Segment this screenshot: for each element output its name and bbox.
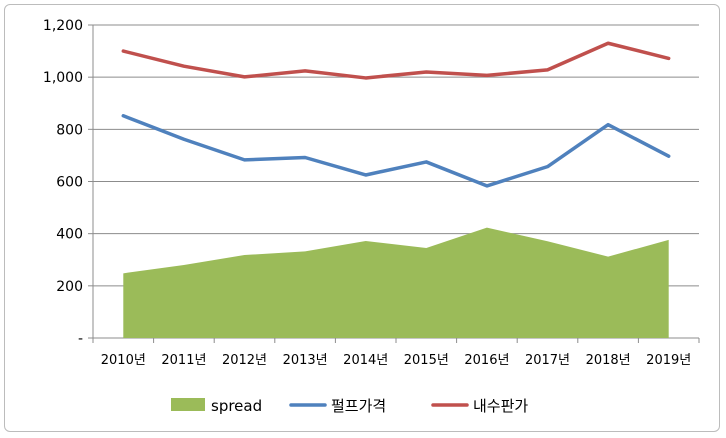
legend-label: spread: [211, 397, 262, 415]
chart-frame: -200 400 600 800 1,000 1,200 2010년 2011년 2012년 2…: [4, 4, 720, 432]
legend-swatch-spread: [171, 398, 205, 411]
x-tick-label: 2013년: [283, 353, 328, 368]
y-tick-label: 600: [56, 175, 83, 191]
y-tick-label: 1,200: [43, 18, 83, 34]
x-tick-label: 2015년: [404, 353, 449, 368]
x-tick-label: 2019년: [646, 353, 691, 368]
plot-series: [121, 41, 671, 338]
line-series: [121, 41, 671, 80]
legend-label: 펄프가격: [331, 397, 386, 415]
y-tick-label: 1,000: [43, 70, 83, 86]
y-tick-label: 800: [56, 122, 83, 138]
x-tick-label: 2011년: [161, 353, 206, 368]
legend: spread 펄프가격 내수판가: [171, 397, 528, 415]
x-tick-label: 2018년: [586, 353, 631, 368]
x-tick-label: 2017년: [525, 353, 570, 368]
line-series: [121, 114, 671, 188]
x-tick-label: 2010년: [101, 353, 146, 368]
x-tick-label: 2014년: [343, 353, 388, 368]
y-tick-label: 400: [56, 227, 83, 243]
legend-label: 내수판가: [473, 397, 528, 415]
x-tick-label: 2016년: [464, 353, 509, 368]
area-series-spread: [123, 227, 669, 338]
y-tick-label: 200: [56, 279, 83, 295]
y-tick-label: -: [78, 331, 83, 347]
x-axis-tick-labels: 2010년 2011년 2012년 2013년 2014년 2015년 2016년 2017년…: [101, 353, 691, 368]
y-axis-tick-labels: - 200 400 600 800 1,000 1,200: [43, 18, 83, 347]
x-tick-label: 2012년: [222, 353, 267, 368]
